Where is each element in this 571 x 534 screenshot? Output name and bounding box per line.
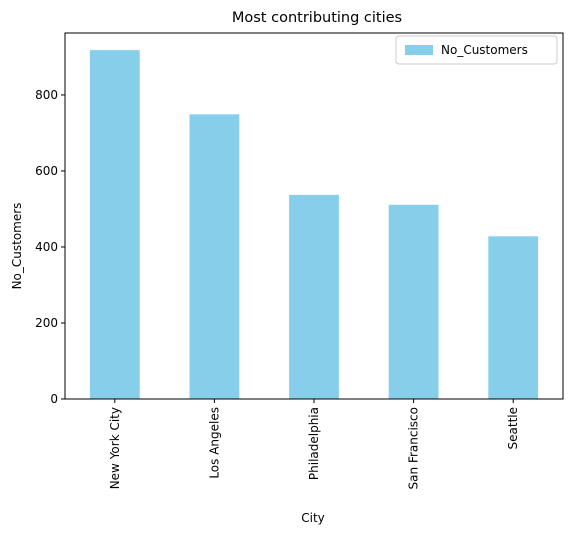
- chart-title: Most contributing cities: [232, 10, 402, 26]
- x-tick-label: San Francisco: [407, 407, 421, 489]
- bar: [289, 194, 339, 399]
- bar: [388, 204, 439, 399]
- x-tick-label: Seattle: [506, 407, 520, 449]
- legend-label: No_Customers: [441, 43, 528, 57]
- x-axis-label: City: [301, 511, 325, 525]
- bar: [488, 236, 539, 399]
- y-tick-label: 400: [35, 240, 58, 254]
- y-axis-label: No_Customers: [10, 203, 24, 290]
- x-tick-label: Philadelphia: [307, 407, 321, 480]
- legend-box: [395, 35, 558, 65]
- legend-swatch: [405, 45, 433, 55]
- y-tick-label: 200: [35, 316, 58, 330]
- x-tick-label: Los Angeles: [207, 407, 221, 479]
- y-tick-label: 600: [35, 164, 58, 178]
- y-tick-label: 800: [35, 88, 58, 102]
- bar: [189, 114, 240, 399]
- bar: [89, 50, 140, 399]
- x-tick-label: New York City: [108, 407, 122, 489]
- y-tick-label: 0: [50, 392, 58, 406]
- plot-area: 0 200 400 600 800 New York City Los Angeles Phi…: [35, 32, 564, 489]
- legend: No_Customers: [395, 35, 558, 65]
